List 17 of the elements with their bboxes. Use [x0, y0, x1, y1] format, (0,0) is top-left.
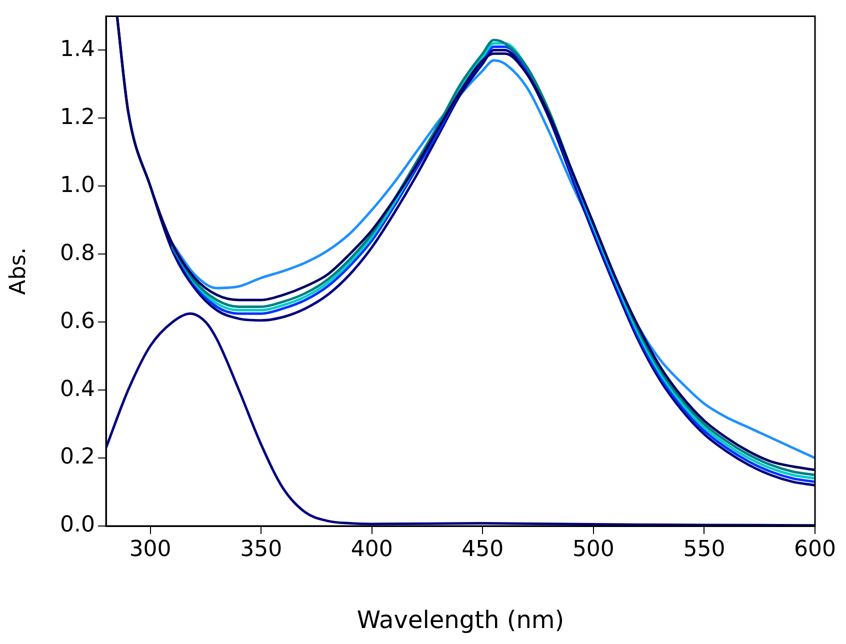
- x-tick-label: 500: [572, 536, 614, 562]
- y-tick-label: 1.0: [60, 172, 95, 198]
- x-tick-label: 400: [350, 536, 393, 562]
- y-tick-label: 1.2: [60, 104, 95, 130]
- y-tick-label: 0.6: [60, 308, 95, 334]
- x-tick-label: 550: [683, 536, 726, 562]
- x-tick-label: 450: [462, 536, 504, 562]
- x-tick-label: 600: [794, 536, 836, 562]
- x-tick-label: 300: [129, 536, 172, 562]
- y-tick-label: 0.0: [60, 512, 95, 538]
- x-tick-label: 350: [240, 536, 282, 562]
- y-tick-label: 0.8: [60, 240, 95, 266]
- y-tick-label: 0.4: [60, 376, 95, 402]
- x-axis-title: Wavelength (nm): [356, 606, 564, 634]
- y-tick-label: 0.2: [60, 444, 95, 470]
- y-tick-label: 1.4: [60, 36, 95, 62]
- y-axis-title: Abs.: [6, 247, 31, 295]
